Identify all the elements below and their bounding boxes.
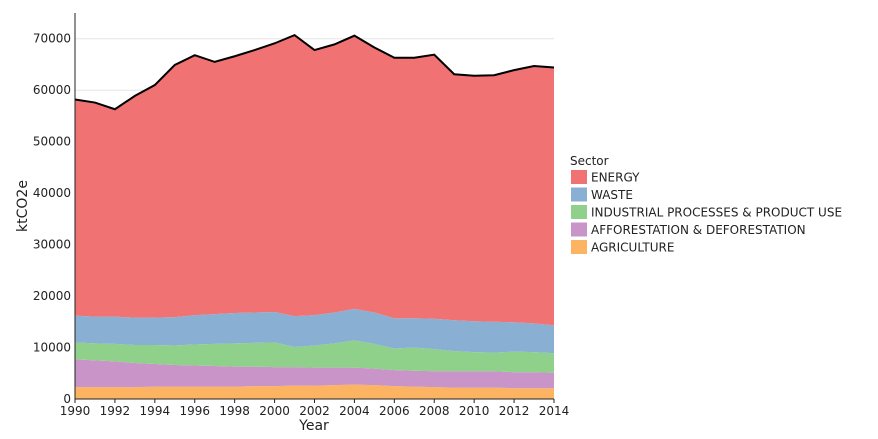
area-energy bbox=[75, 35, 554, 326]
legend-title: Sector bbox=[570, 154, 609, 168]
legend-label: INDUSTRIAL PROCESSES & PRODUCT USE bbox=[591, 206, 842, 220]
legend-swatch bbox=[571, 170, 587, 184]
y-axis-title: ktCO2e bbox=[15, 180, 31, 232]
y-tick-labels: 0 10000 20000 30000 40000 50000 60000 70000 bbox=[33, 32, 71, 406]
legend-label: WASTE bbox=[591, 188, 633, 202]
area-afforestation-deforestation bbox=[75, 359, 554, 389]
x-tick-label: 1990 bbox=[60, 404, 91, 418]
x-tick-label: 2004 bbox=[339, 404, 370, 418]
legend-swatch bbox=[571, 240, 587, 254]
legend-label: AGRICULTURE bbox=[591, 241, 674, 255]
x-tick-label: 1992 bbox=[100, 404, 131, 418]
x-axis-title: Year bbox=[298, 418, 329, 434]
area-agriculture bbox=[75, 384, 554, 399]
total-emissions-line bbox=[74, 33, 555, 111]
x-tick-label: 1996 bbox=[179, 404, 210, 418]
legend-label: ENERGY bbox=[591, 171, 640, 185]
x-tick-label: 2014 bbox=[539, 404, 570, 418]
legend-items: ENERGY WASTE INDUSTRIAL PROCESSES & PRODUC… bbox=[571, 170, 842, 255]
x-tick-label: 2010 bbox=[459, 404, 490, 418]
x-tick-label: 2000 bbox=[259, 404, 290, 418]
legend-swatch bbox=[571, 187, 587, 202]
x-tick-label: 1994 bbox=[140, 404, 171, 418]
legend-swatch bbox=[571, 222, 587, 237]
area-industrial-processes-product-use bbox=[75, 340, 554, 373]
legend: Sector ENERGY WASTE INDUSTRIAL PROCESSES &… bbox=[570, 154, 842, 255]
y-tick-label: 30000 bbox=[33, 238, 71, 252]
x-tick-labels: 1990 1992 1994 1996 1998 2000 2002 2004 2006 2008… bbox=[60, 399, 570, 418]
total-line bbox=[74, 33, 555, 111]
y-tick-label: 0 bbox=[63, 392, 71, 406]
legend-swatch bbox=[571, 205, 587, 219]
x-tick-label: 2006 bbox=[379, 404, 410, 418]
y-tick-label: 70000 bbox=[33, 32, 71, 46]
y-tick-label: 60000 bbox=[33, 83, 71, 97]
legend-label: AFFORESTATION & DEFORESTATION bbox=[591, 223, 806, 237]
y-tick-label: 20000 bbox=[33, 289, 71, 303]
area-waste bbox=[75, 308, 554, 354]
x-tick-label: 2002 bbox=[299, 404, 330, 418]
x-tick-label: 2008 bbox=[419, 404, 450, 418]
x-tick-label: 2012 bbox=[499, 404, 530, 418]
y-tick-label: 50000 bbox=[33, 135, 71, 149]
y-tick-label: 10000 bbox=[33, 341, 71, 355]
area-series bbox=[75, 35, 554, 399]
y-tick-label: 40000 bbox=[33, 186, 71, 200]
x-tick-label: 1998 bbox=[219, 404, 250, 418]
